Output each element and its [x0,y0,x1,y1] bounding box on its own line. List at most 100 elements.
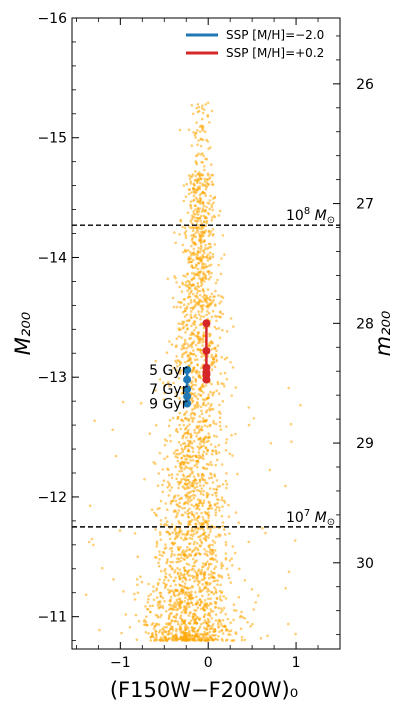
scatter-point [211,183,215,186]
scatter-point [163,457,166,461]
scatter-point [177,322,180,325]
scatter-point [189,310,193,313]
scatter-point [202,518,205,522]
scatter-point [210,271,213,275]
scatter-point [179,401,182,405]
scatter-point [206,101,210,105]
scatter-point [190,537,194,541]
scatter-point [169,575,173,579]
scatter-point [205,620,208,624]
scatter-point [187,174,191,177]
x-tick-label: 0 [204,655,213,671]
scatter-point [185,319,189,323]
scatter-point [174,465,177,469]
scatter-point [170,611,173,615]
scatter-point [202,533,205,536]
scatter-point [167,473,171,477]
scatter-point [185,323,189,327]
ssp-track-point [183,375,192,384]
scatter-point [180,496,183,500]
scatter-point [182,199,186,203]
scatter-point [177,452,180,456]
scatter-point [92,543,95,547]
scatter-point [202,615,206,618]
scatter-point [216,380,220,384]
scatter-point [158,378,162,381]
scatter-point [161,550,165,554]
scatter-point [175,589,178,593]
scatter-point [211,208,215,212]
scatter-point [165,351,169,355]
scatter-point [183,467,186,471]
scatter-point [214,281,218,285]
scatter-point [194,213,197,216]
scatter-point [189,619,193,623]
scatter-point [193,482,197,485]
scatter-point [197,454,201,457]
scatter-point [186,515,190,518]
scatter-point [215,389,218,393]
scatter-point [166,633,169,636]
scatter-point [208,407,211,410]
scatter-point [205,636,209,639]
scatter-point [218,506,221,510]
scatter-point [208,487,212,490]
scatter-point [194,188,198,192]
scatter-point [174,359,177,363]
scatter-point [147,594,150,598]
scatter-point [191,615,194,618]
ssp-track-point [183,392,192,401]
scatter-point [199,244,203,247]
scatter-point [198,442,202,446]
scatter-point [188,633,191,637]
scatter-point [161,639,165,642]
scatter-point [228,532,231,535]
scatter-point [205,205,208,209]
scatter-point [185,347,188,350]
scatter-point [195,455,198,458]
scatter-point [191,175,194,178]
scatter-point [156,484,160,488]
scatter-point [166,467,169,471]
scatter-point [150,508,154,512]
scatter-point [227,576,231,580]
scatter-point [215,487,218,491]
scatter-point [186,570,190,573]
scatter-point [186,530,189,534]
scatter-point [188,295,191,298]
scatter-point [220,637,224,641]
scatter-point [193,300,196,303]
scatter-point [195,621,198,625]
scatter-point [166,524,169,527]
scatter-point [205,440,209,444]
scatter-point [217,618,221,622]
scatter-point [202,385,205,388]
scatter-point [205,157,209,161]
scatter-point [201,288,205,291]
scatter-point [209,230,213,233]
scatter-point [205,295,209,298]
scatter-point [178,603,182,606]
scatter-point [211,452,214,456]
scatter-point [197,628,201,631]
scatter-point [196,358,199,361]
scatter-point [191,484,195,487]
scatter-point [196,143,199,146]
age-label: 9 Gyr [149,397,187,413]
scatter-point [192,215,196,219]
scatter-point [205,452,208,456]
scatter-point [189,313,192,317]
scatter-point [200,487,204,490]
scatter-point [201,184,204,187]
scatter-point [193,305,197,308]
scatter-point [220,591,223,595]
scatter-point [207,545,211,548]
scatter-point [196,576,199,580]
scatter-point [174,276,177,280]
scatter-point [212,422,215,425]
scatter-point [172,381,175,385]
scatter-point [153,556,157,559]
scatter-point [173,619,176,623]
scatter-point [214,445,217,449]
scatter-point [193,612,196,615]
